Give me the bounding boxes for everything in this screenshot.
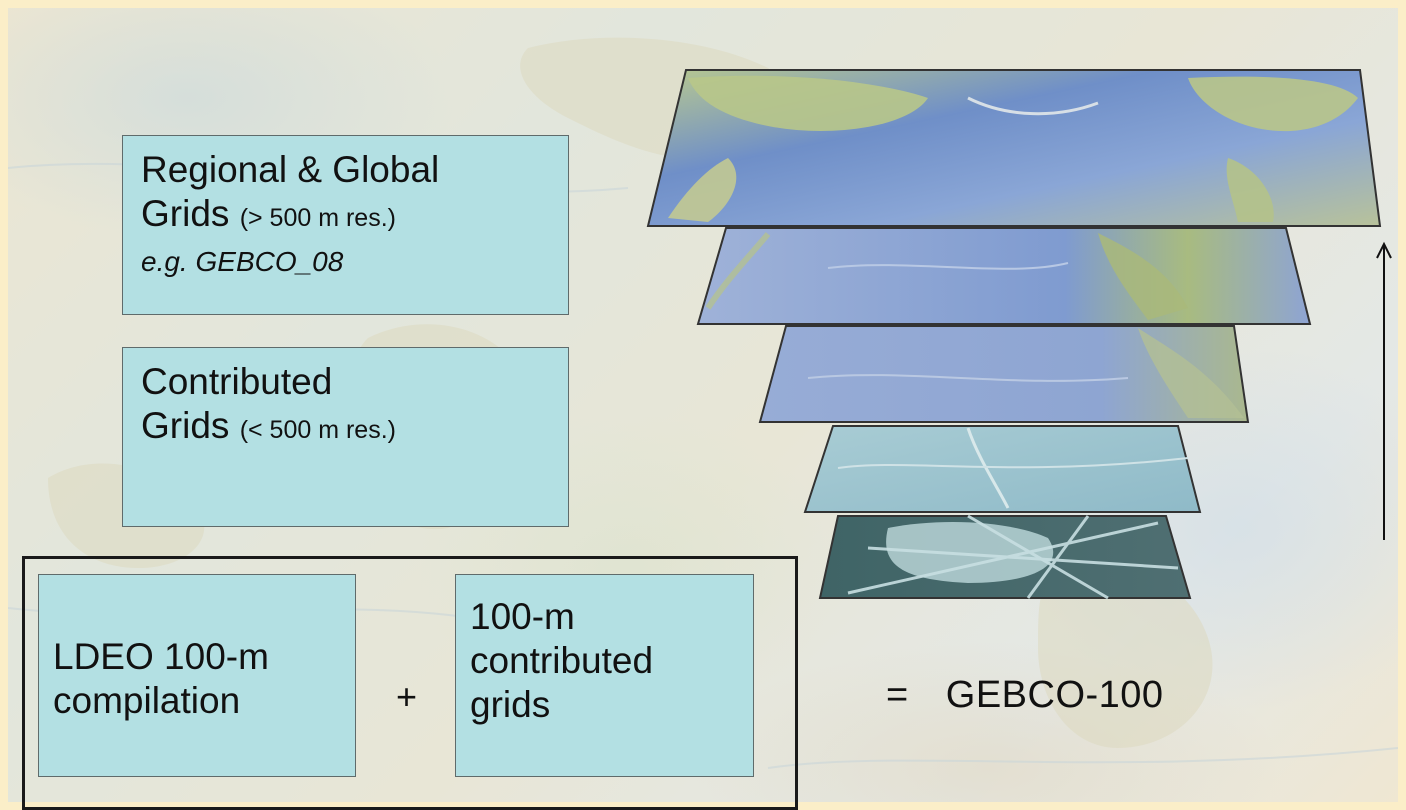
contributed-resolution: (< 500 m res.)	[239, 416, 396, 444]
up-arrow-icon	[1376, 241, 1392, 540]
regional-resolution: (> 500 m res.)	[239, 204, 396, 232]
hundred-m-line3: grids	[470, 684, 551, 725]
result-label: = GEBCO-100	[886, 674, 1164, 717]
global-grid-layer	[646, 69, 1382, 227]
hundred-m-line1: 100-m	[470, 596, 575, 637]
regional-example: e.g. GEBCO_08	[141, 246, 344, 277]
regional-title-line1: Regional & Global	[141, 149, 440, 190]
contributed-layer	[803, 425, 1202, 513]
contributed-title-line1: Contributed	[141, 361, 333, 402]
contributed-grids-label: Grids	[141, 405, 230, 446]
plus-sign: +	[396, 676, 418, 717]
regional-title-line2: Grids (> 500 m res.)	[141, 192, 568, 240]
ocean-basin-layer	[696, 227, 1312, 325]
ldeo-layer	[818, 514, 1192, 600]
regional-global-grids-box: Regional & Global Grids (> 500 m res.) e…	[122, 135, 569, 315]
contributed-title-line2: Grids (< 500 m res.)	[141, 404, 568, 452]
contributed-grids-box: Contributed Grids (< 500 m res.)	[122, 347, 569, 527]
regional-layer	[758, 325, 1250, 423]
regional-grids-label: Grids	[141, 193, 230, 234]
gebco-100-components-frame	[22, 556, 798, 810]
gebco-100-label: GEBCO-100	[945, 674, 1164, 716]
layer-stack-illustration	[646, 69, 1392, 600]
ldeo-line1: LDEO 100-m	[53, 636, 269, 677]
hundred-m-contributed-box: 100-m contributed grids	[455, 574, 754, 777]
equals-sign: =	[886, 674, 909, 716]
hundred-m-line2: contributed	[470, 640, 654, 681]
ldeo-line2: compilation	[53, 680, 241, 721]
ldeo-compilation-box: LDEO 100-m compilation	[38, 574, 356, 777]
